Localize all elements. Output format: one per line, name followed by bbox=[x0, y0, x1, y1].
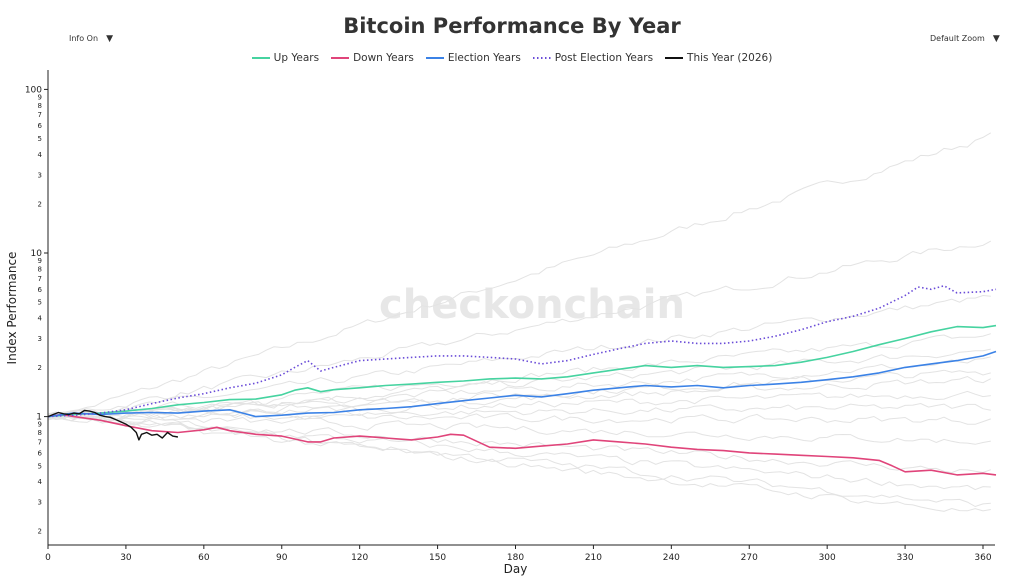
y-minor-tick-label: 9 bbox=[38, 257, 42, 265]
series-line-this-year bbox=[47, 409, 179, 441]
x-axis-title: Day bbox=[504, 562, 528, 576]
y-minor-tick-label: 3 bbox=[38, 499, 42, 507]
x-tick-label: 360 bbox=[974, 553, 991, 563]
info-toggle-dropdown[interactable]: Info On ▼ bbox=[69, 34, 113, 44]
background-year-line bbox=[47, 390, 991, 421]
legend-item-election-years[interactable]: Election Years bbox=[425, 52, 521, 64]
background-year-line bbox=[47, 413, 991, 508]
legend-label: Post Election Years bbox=[554, 52, 654, 64]
zoom-label: Default Zoom bbox=[930, 34, 985, 43]
series-line-post-election bbox=[47, 284, 997, 418]
x-tick-label: 150 bbox=[429, 553, 446, 563]
y-minor-tick-label: 8 bbox=[38, 429, 42, 437]
x-tick-label: 270 bbox=[741, 553, 758, 563]
y-minor-tick-label: 7 bbox=[38, 438, 42, 446]
y-minor-tick-label: 3 bbox=[38, 335, 42, 343]
x-tick-label: 210 bbox=[585, 553, 602, 563]
chart-title: Bitcoin Performance By Year bbox=[343, 14, 681, 38]
legend-label: Down Years bbox=[353, 52, 414, 64]
x-tick-label: 120 bbox=[351, 553, 368, 563]
y-minor-tick-label: 6 bbox=[38, 122, 43, 130]
series-layer bbox=[47, 284, 997, 476]
y-tick-label: 100 bbox=[25, 85, 42, 95]
y-minor-tick-label: 7 bbox=[38, 111, 42, 119]
y-minor-tick-label: 7 bbox=[38, 275, 42, 283]
background-year-line bbox=[47, 413, 991, 491]
background-year-line bbox=[47, 240, 992, 421]
background-year-line bbox=[47, 414, 991, 445]
legend-item-post-election-years[interactable]: Post Election Years bbox=[532, 52, 654, 64]
series-line-up bbox=[47, 324, 997, 418]
background-year-line bbox=[47, 416, 991, 512]
y-minor-tick-label: 4 bbox=[38, 151, 43, 159]
y-minor-tick-label: 3 bbox=[38, 171, 42, 179]
y-minor-tick-label: 6 bbox=[38, 286, 43, 294]
legend-swatch-this-year bbox=[665, 57, 684, 59]
y-minor-tick-label: 8 bbox=[38, 265, 42, 273]
y-minor-tick-label: 5 bbox=[38, 462, 42, 470]
legend-swatch-post-election-years bbox=[532, 57, 551, 59]
x-tick-label: 60 bbox=[198, 553, 210, 563]
y-minor-tick-label: 5 bbox=[38, 135, 42, 143]
chevron-down-icon: ▼ bbox=[106, 34, 113, 44]
watermark: checkonchain bbox=[379, 282, 685, 328]
y-minor-tick-label: 6 bbox=[38, 449, 43, 457]
x-tick-label: 180 bbox=[507, 553, 524, 563]
x-tick-label: 90 bbox=[276, 553, 288, 563]
x-tick-label: 300 bbox=[819, 553, 836, 563]
y-minor-tick-label: 2 bbox=[38, 527, 42, 535]
background-year-line bbox=[47, 402, 991, 420]
legend-item-up-years[interactable]: Up Years bbox=[251, 52, 320, 64]
legend-swatch-election-years bbox=[425, 57, 444, 59]
series-line-election bbox=[47, 350, 997, 418]
axes: 0 30 60 90 120 150 180 210 240 270 300 330 360 1 10 100… bbox=[25, 70, 995, 563]
zoom-dropdown[interactable]: Default Zoom ▼ bbox=[930, 34, 1000, 44]
legend-label: Up Years bbox=[273, 52, 320, 64]
y-minor-tick-label: 4 bbox=[38, 315, 43, 323]
y-tick-label: 10 bbox=[31, 249, 43, 259]
legend-label: This Year (2026) bbox=[687, 52, 773, 64]
info-toggle-label: Info On bbox=[69, 34, 99, 43]
x-tick-label: 240 bbox=[663, 553, 680, 563]
y-minor-tick-label: 8 bbox=[38, 102, 42, 110]
y-minor-tick-label: 9 bbox=[38, 421, 42, 429]
background-year-line bbox=[47, 369, 991, 419]
y-minor-tick-label: 4 bbox=[38, 478, 43, 486]
legend-swatch-down-years bbox=[331, 57, 350, 59]
background-year-line bbox=[47, 412, 991, 425]
y-minor-tick-label: 5 bbox=[38, 299, 42, 307]
background-year-line bbox=[47, 132, 992, 421]
legend-swatch-up-years bbox=[251, 57, 270, 59]
legend: Up Years Down Years Election Years Post … bbox=[0, 52, 1024, 64]
y-axis-title: Index Performance bbox=[5, 252, 19, 365]
background-year-line bbox=[47, 333, 991, 416]
background-year-line bbox=[47, 413, 991, 474]
chevron-down-icon: ▼ bbox=[992, 34, 1000, 44]
y-minor-tick-label: 9 bbox=[38, 93, 42, 101]
y-minor-tick-label: 2 bbox=[38, 200, 42, 208]
legend-label: Election Years bbox=[447, 52, 521, 64]
legend-item-this-year[interactable]: This Year (2026) bbox=[665, 52, 772, 64]
background-year-line bbox=[47, 348, 991, 418]
y-minor-tick-label: 2 bbox=[38, 364, 42, 372]
background-year-lines bbox=[47, 132, 992, 512]
x-tick-label: 0 bbox=[45, 553, 51, 563]
x-tick-label: 30 bbox=[120, 553, 132, 563]
y-tick-label: 1 bbox=[36, 413, 42, 423]
legend-item-down-years[interactable]: Down Years bbox=[331, 52, 414, 64]
series-line-down bbox=[47, 413, 997, 476]
x-tick-label: 330 bbox=[896, 553, 913, 563]
